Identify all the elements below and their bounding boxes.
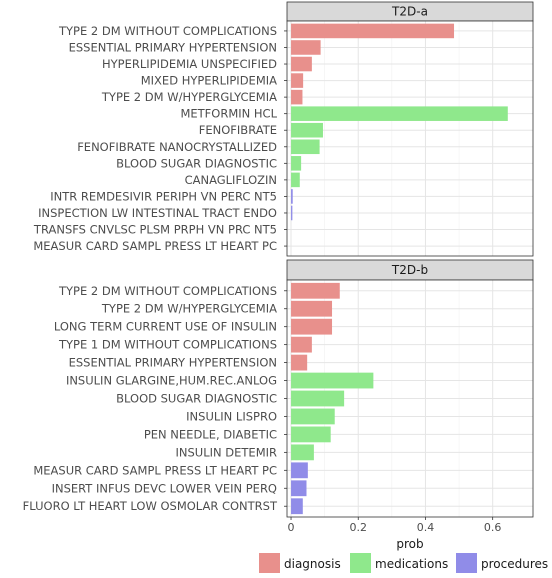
bar xyxy=(291,89,303,105)
x-axis-title: prob xyxy=(396,537,423,551)
category-label: BLOOD SUGAR DIAGNOSTIC xyxy=(116,392,277,406)
category-label: TYPE 2 DM WITHOUT COMPLICATIONS xyxy=(58,284,277,298)
bar xyxy=(291,354,308,371)
category-label: INSULIN DETEMIR xyxy=(176,445,277,459)
bar xyxy=(291,336,312,353)
category-label: ESSENTIAL PRIMARY HYPERTENSION xyxy=(69,356,277,370)
panel-background xyxy=(287,21,533,256)
legend-swatch xyxy=(456,553,477,573)
bar xyxy=(291,172,300,188)
category-label: TYPE 2 DM W/HYPERGLYCEMIA xyxy=(101,302,277,316)
category-label: TYPE 2 DM W/HYPERGLYCEMIA xyxy=(101,90,277,104)
legend-label: procedures xyxy=(481,557,548,571)
bar xyxy=(291,372,374,389)
bar xyxy=(291,56,312,72)
bar xyxy=(291,205,293,221)
category-label: TRANSFS CNVLSC PLSM PRPH VN PRC NT5 xyxy=(33,223,277,237)
category-label: PEN NEEDLE, DIABETIC xyxy=(144,427,277,441)
bar xyxy=(291,480,307,497)
category-label: ESSENTIAL PRIMARY HYPERTENSION xyxy=(69,40,277,54)
legend-swatch xyxy=(259,553,280,573)
category-label: TYPE 2 DM WITHOUT COMPLICATIONS xyxy=(58,24,277,38)
category-label: INSPECTION LW INTESTINAL TRACT ENDO xyxy=(38,206,277,220)
category-label: MEASUR CARD SAMPL PRESS LT HEART PC xyxy=(33,239,277,253)
category-label: TYPE 1 DM WITHOUT COMPLICATIONS xyxy=(58,338,277,352)
legend-label: diagnosis xyxy=(284,557,341,571)
bar xyxy=(291,139,320,155)
x-tick-label: 0.2 xyxy=(349,521,367,534)
bar xyxy=(291,189,293,204)
bar xyxy=(291,73,304,88)
bar xyxy=(291,318,333,335)
x-tick-label: 0.6 xyxy=(484,521,502,534)
legend-label: medications xyxy=(375,557,448,571)
category-label: CANAGLIFLOZIN xyxy=(185,173,277,187)
bar xyxy=(291,300,333,317)
category-label: HYPERLIPIDEMIA UNSPECIFIED xyxy=(102,57,277,71)
bar xyxy=(291,390,345,407)
facet-title: T2D-a xyxy=(391,5,428,19)
bar xyxy=(291,40,321,55)
legend-swatch xyxy=(350,553,371,573)
panel-border xyxy=(286,279,534,518)
x-tick-label: 0 xyxy=(288,521,295,534)
category-label: BLOOD SUGAR DIAGNOSTIC xyxy=(116,156,277,170)
bar xyxy=(291,122,323,138)
category-label: MEASUR CARD SAMPL PRESS LT HEART PC xyxy=(33,463,277,477)
category-label: MIXED HYPERLIPIDEMIA xyxy=(141,74,277,88)
bar xyxy=(291,426,331,443)
category-label: INSERT INFUS DEVC LOWER VEIN PERQ xyxy=(52,481,277,495)
facet-title: T2D-b xyxy=(391,263,428,277)
panel-border xyxy=(286,20,534,257)
category-label: METFORMIN HCL xyxy=(180,107,277,121)
bar xyxy=(291,156,302,171)
category-label: INTR REMDESIVIR PERIPH VN PERC NT5 xyxy=(50,189,277,203)
bar xyxy=(291,462,308,479)
bar xyxy=(291,282,340,299)
x-tick-label: 0.4 xyxy=(417,521,435,534)
category-label: FLUORO LT HEART LOW OSMOLAR CONTRST xyxy=(23,499,278,513)
bar xyxy=(291,106,508,121)
category-label: LONG TERM CURRENT USE OF INSULIN xyxy=(54,320,277,334)
bar xyxy=(291,444,314,461)
category-label: FENOFIBRATE xyxy=(199,123,277,137)
category-label: INSULIN LISPRO xyxy=(186,409,277,423)
bar xyxy=(291,498,303,515)
bar xyxy=(291,408,335,425)
category-label: FENOFIBRATE NANOCRYSTALLIZED xyxy=(77,140,277,154)
category-label: INSULIN GLARGINE,HUM.REC.ANLOG xyxy=(66,374,277,388)
bar xyxy=(291,23,455,39)
